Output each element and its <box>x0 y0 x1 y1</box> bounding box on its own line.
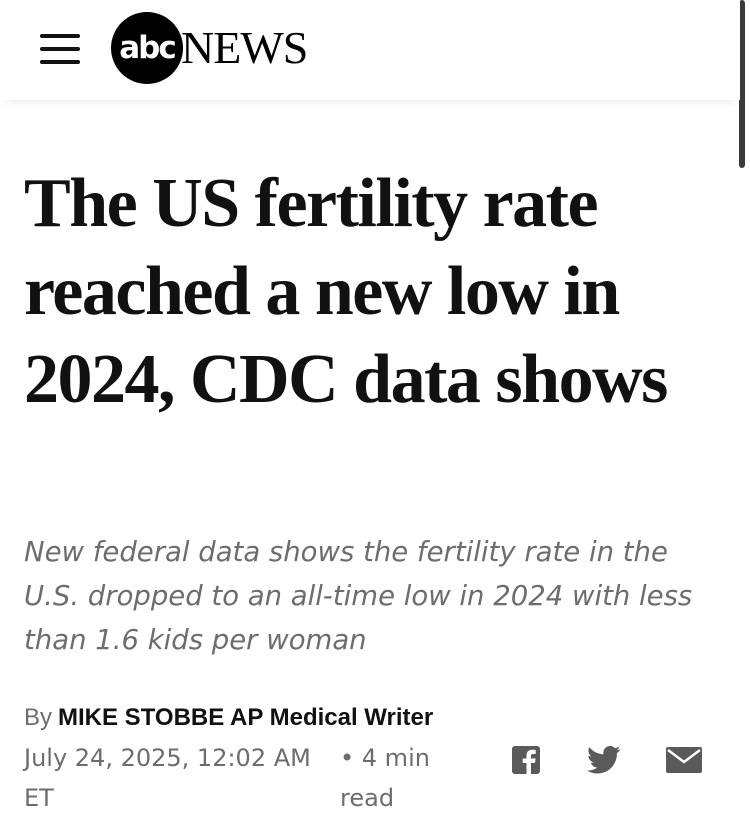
site-header: abc NEWS <box>0 0 740 100</box>
abc-news-logo[interactable]: abc NEWS <box>111 12 308 84</box>
byline-prefix: By <box>24 704 53 731</box>
abc-logo-circle: abc <box>111 12 183 84</box>
publish-date: July 24, 2025, 12:02 AM ET <box>24 744 311 812</box>
news-wordmark: NEWS <box>181 22 308 73</box>
byline: By MIKE STOBBE AP Medical Writer <box>24 700 433 736</box>
email-icon[interactable] <box>666 742 702 778</box>
article-headline: The US fertility rate reached a new low … <box>24 165 668 418</box>
twitter-icon[interactable] <box>586 742 622 778</box>
article-subheadline: New federal data shows the fertility rat… <box>24 536 693 656</box>
author-name[interactable]: MIKE STOBBE AP Medical Writer <box>58 704 434 731</box>
hamburger-menu-icon[interactable] <box>40 34 80 64</box>
facebook-icon[interactable] <box>508 742 544 778</box>
read-time: • 4 min read <box>340 744 430 812</box>
scrollbar[interactable] <box>739 0 745 168</box>
